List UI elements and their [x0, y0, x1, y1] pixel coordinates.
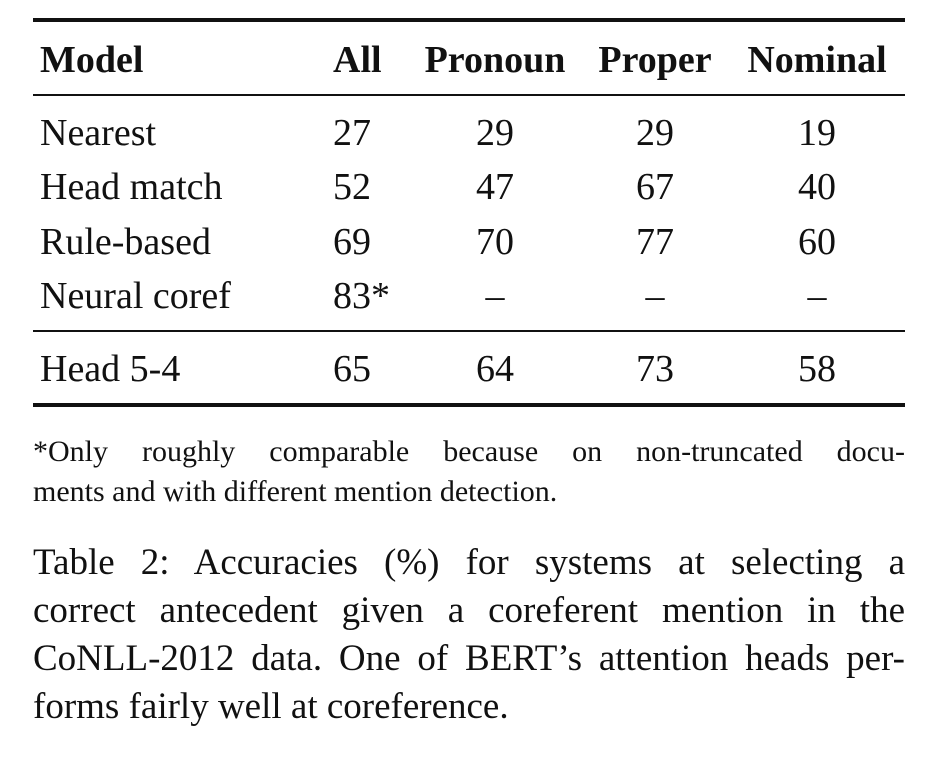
- table-cell: 77: [636, 221, 674, 263]
- header-cell: Nominal: [747, 39, 887, 81]
- table-cell: Head match: [40, 166, 223, 208]
- table-cell: 52: [333, 166, 371, 208]
- table-cell: 19: [798, 112, 836, 154]
- caption-line: forms fairly well at coreference.: [33, 686, 509, 727]
- table-cell: Rule-based: [40, 221, 211, 263]
- header-cell: Proper: [598, 39, 712, 81]
- table-cell: 83*: [333, 275, 390, 317]
- caption-line: CoNLL-2012 data. One of BERT’s attention…: [33, 638, 905, 679]
- table-cell: 64: [476, 348, 514, 390]
- caption-line: Table 2: Accuracies (%) for systems at s…: [33, 542, 905, 583]
- table-cell: 70: [476, 221, 514, 263]
- table-cell: 69: [333, 221, 371, 263]
- table-cell: 47: [476, 166, 514, 208]
- top-rule: [33, 18, 905, 22]
- table-cell: –: [485, 275, 505, 317]
- table-cell: 27: [333, 112, 371, 154]
- footnote-line: *Only roughly comparable because on non-…: [33, 435, 905, 468]
- table-cell: 58: [798, 348, 836, 390]
- bottom-rule: [33, 403, 905, 407]
- table-cell: 65: [333, 348, 371, 390]
- mid-rule: [33, 330, 905, 332]
- caption-line: correct antecedent given a coreferent me…: [33, 590, 905, 631]
- header-cell: Pronoun: [424, 39, 566, 81]
- footnote-line: ments and with different mention detecti…: [33, 475, 558, 508]
- table-cell: Nearest: [40, 112, 157, 154]
- mid-rule: [33, 94, 905, 96]
- table-cell: 29: [476, 112, 514, 154]
- table-cell: –: [807, 275, 827, 317]
- table-cell: Neural coref: [40, 275, 231, 317]
- table-cell: 73: [636, 348, 674, 390]
- header-cell: Model: [40, 39, 144, 81]
- table-cell: Head 5-4: [40, 348, 181, 390]
- table-cell: 40: [798, 166, 836, 208]
- table-cell: –: [645, 275, 665, 317]
- table-cell: 29: [636, 112, 674, 154]
- table-cell: 67: [636, 166, 674, 208]
- header-cell: All: [333, 39, 382, 81]
- table-cell: 60: [798, 221, 836, 263]
